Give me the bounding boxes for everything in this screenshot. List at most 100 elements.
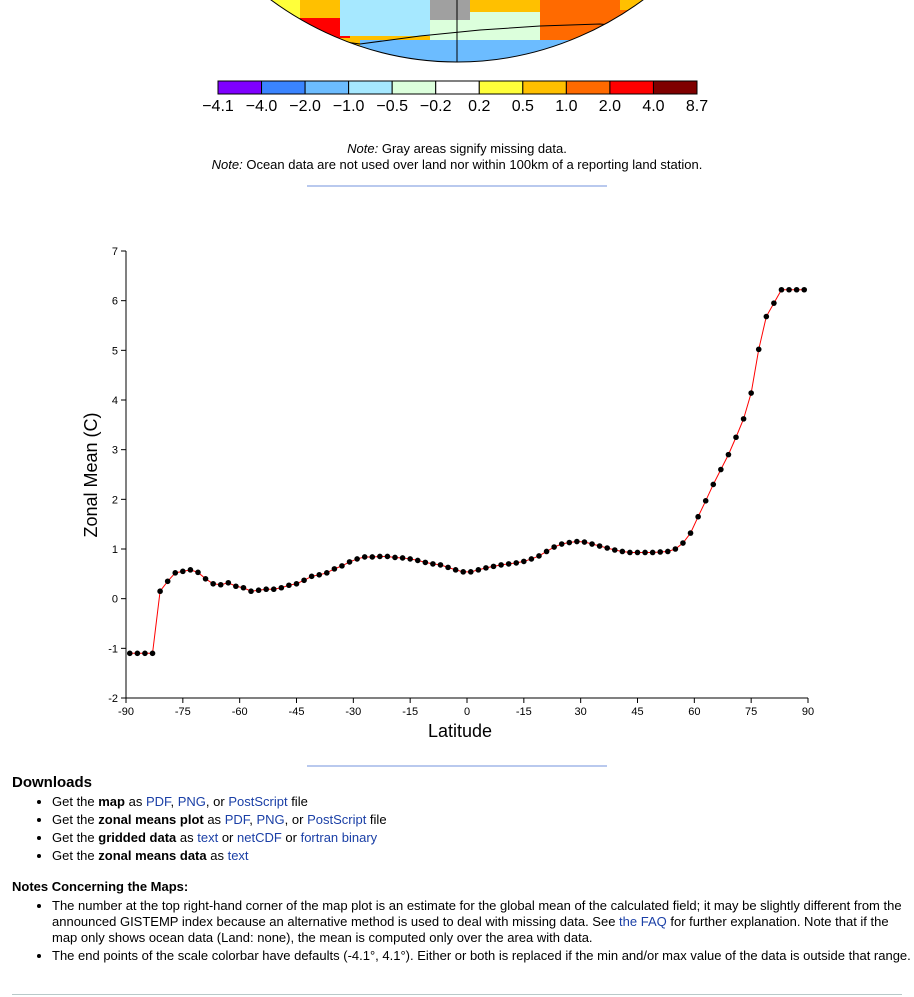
text: Gray areas signify missing data.	[378, 141, 567, 156]
data-point	[604, 545, 610, 551]
x-tick-label: -60	[232, 706, 248, 718]
data-point	[771, 300, 777, 306]
data-point	[574, 538, 580, 545]
link[interactable]: text	[197, 830, 219, 845]
text: for further explanation. Note that if th…	[52, 914, 889, 945]
data-point	[195, 569, 201, 576]
data-point	[801, 286, 808, 293]
text: as	[124, 794, 146, 809]
data-point	[445, 564, 451, 571]
data-point	[642, 549, 648, 556]
text: ,	[249, 812, 257, 827]
data-point	[331, 566, 338, 572]
data-point	[680, 540, 686, 546]
data-point	[270, 586, 277, 593]
data-point	[475, 567, 482, 573]
data-point	[755, 346, 762, 353]
y-axis-label: Zonal Mean (C)	[81, 412, 101, 537]
data-point	[278, 584, 285, 591]
color-swatch	[652, 80, 698, 95]
x-tick-label: 60	[688, 706, 700, 718]
data-point	[566, 539, 573, 546]
data-point	[164, 578, 171, 585]
color-swatch	[435, 80, 480, 95]
data-point	[157, 588, 163, 595]
data-point	[414, 557, 421, 564]
y-tick-label: 4	[112, 395, 118, 407]
data-point	[180, 568, 186, 575]
data-point	[672, 546, 679, 552]
data-point	[248, 588, 254, 595]
data-point	[384, 553, 391, 560]
data-point	[452, 567, 459, 573]
data-point	[596, 543, 603, 549]
colorbar-label: −0.2	[420, 98, 452, 115]
data-point	[202, 576, 209, 582]
data-point	[316, 572, 323, 578]
x-tick-label: 90	[802, 706, 814, 718]
data-point	[611, 547, 618, 553]
data-point	[521, 558, 527, 565]
x-tick-label: -45	[289, 706, 305, 718]
link[interactable]: PDF	[224, 812, 250, 827]
color-swatch	[522, 80, 567, 95]
color-swatch	[609, 80, 654, 95]
colorbar-label: 4.0	[642, 98, 664, 115]
link[interactable]: PNG	[256, 812, 285, 827]
data-point	[422, 559, 429, 566]
data-point	[286, 582, 292, 589]
data-point	[126, 650, 133, 657]
link[interactable]: text	[227, 848, 249, 863]
list-item: The end points of the scale colorbar hav…	[52, 948, 912, 964]
data-point	[430, 561, 436, 567]
x-tick-label: -30	[345, 706, 361, 718]
separator	[307, 765, 607, 767]
link[interactable]: the FAQ	[619, 914, 667, 929]
y-tick-label: 7	[112, 246, 118, 258]
list-item: Get the map as PDF, PNG, or PostScript f…	[52, 793, 387, 811]
x-tick-label: 30	[575, 706, 587, 718]
data-line	[129, 289, 805, 654]
notes-list: The number at the top right-hand corner …	[0, 898, 912, 966]
colorbar-label: 8.7	[686, 98, 708, 115]
data-point	[407, 556, 413, 562]
data-point	[793, 286, 800, 293]
color-swatch	[261, 80, 306, 95]
data-point	[324, 570, 330, 576]
data-point	[551, 544, 557, 550]
link[interactable]: fortran binary	[300, 830, 378, 845]
data-point	[536, 553, 542, 559]
data-point	[718, 466, 724, 473]
data-point	[695, 513, 701, 520]
y-tick-label: 3	[112, 445, 118, 457]
x-tick-label: -75	[175, 706, 191, 718]
colorbar-label: 1.0	[555, 98, 577, 115]
list-item: The number at the top right-hand corner …	[52, 898, 912, 946]
list-item: Get the gridded data as text or netCDF o…	[52, 829, 387, 847]
text: as	[176, 830, 198, 845]
data-point	[399, 555, 406, 561]
list-item: Get the zonal means data as text	[52, 847, 387, 865]
text: ,	[170, 794, 178, 809]
link[interactable]: PostScript	[307, 812, 367, 827]
data-point	[634, 549, 641, 556]
data-point	[369, 554, 376, 560]
data-point	[710, 481, 717, 488]
text: file	[287, 794, 308, 809]
y-tick-label: 5	[112, 345, 118, 357]
text: Note:	[347, 141, 379, 156]
link[interactable]: PostScript	[228, 794, 288, 809]
data-point	[543, 548, 550, 555]
downloads-heading: Downloads	[12, 774, 93, 791]
x-tick-label: 0	[464, 706, 470, 718]
data-point	[233, 583, 239, 590]
text: as	[203, 812, 225, 827]
link[interactable]: PNG	[177, 794, 206, 809]
data-point	[483, 565, 489, 571]
link[interactable]: netCDF	[237, 830, 282, 845]
y-tick-label: 6	[112, 296, 118, 308]
data-point	[339, 563, 345, 569]
colorbar-label: −4.1	[202, 98, 234, 115]
data-point	[786, 286, 792, 293]
link[interactable]: PDF	[145, 794, 171, 809]
